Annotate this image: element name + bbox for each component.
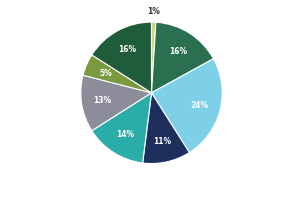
Wedge shape (92, 22, 152, 93)
Text: 1%: 1% (148, 7, 161, 16)
Text: 24%: 24% (190, 101, 208, 110)
Text: 11%: 11% (153, 137, 171, 146)
Text: 13%: 13% (94, 96, 112, 105)
Wedge shape (83, 55, 152, 93)
Wedge shape (152, 22, 156, 93)
Wedge shape (152, 22, 214, 93)
Wedge shape (143, 93, 189, 164)
Wedge shape (92, 93, 152, 163)
Text: 5%: 5% (100, 69, 112, 78)
Text: 14%: 14% (116, 130, 134, 139)
Text: 16%: 16% (118, 45, 137, 54)
Wedge shape (81, 75, 152, 131)
Wedge shape (152, 59, 222, 152)
Text: 16%: 16% (169, 47, 187, 55)
